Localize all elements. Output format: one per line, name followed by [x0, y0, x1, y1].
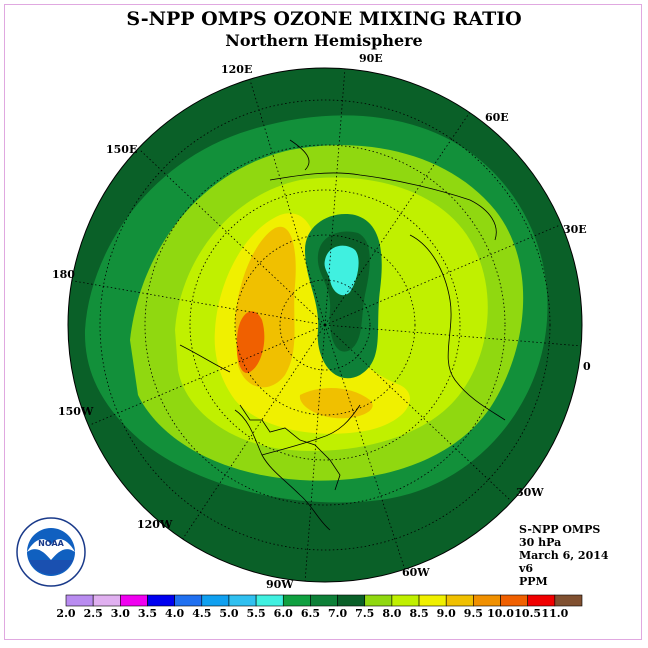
- colorbar-tick-label: 4.0: [165, 607, 185, 620]
- colorbar-tick-label: 8.0: [382, 607, 402, 620]
- colorbar-tick-label: 7.5: [355, 607, 375, 620]
- lon-label-90e: 90E: [359, 52, 383, 65]
- info-level: 30 hPa: [519, 536, 562, 549]
- lon-label-120e: 120E: [221, 63, 253, 76]
- figure-frame: [4, 4, 642, 640]
- colorbar-tick-label: 6.5: [300, 607, 320, 620]
- colorbar-tick-label: 11.0: [541, 607, 569, 620]
- colorbar-tick-label: 8.5: [409, 607, 429, 620]
- lon-label-30w: 30W: [516, 486, 544, 499]
- colorbar-tick-label: 3.0: [110, 607, 130, 620]
- noaa-logo-text: NOAA: [38, 539, 64, 548]
- colorbar-tick-label: 6.0: [273, 607, 293, 620]
- info-instrument: S-NPP OMPS: [519, 523, 601, 536]
- graticule: [68, 68, 582, 582]
- colorbar-tick-label: 2.5: [83, 607, 103, 620]
- info-units: PPM: [519, 575, 548, 588]
- colorbar-tick-label: 10.0: [487, 607, 514, 620]
- colorbar-tick-label: 9.5: [463, 607, 483, 620]
- map-boundary: [67, 67, 583, 583]
- lon-label-60w: 60W: [402, 566, 430, 579]
- map-subtitle: Northern Hemisphere: [225, 31, 423, 50]
- noaa-logo: NOAA: [16, 517, 86, 587]
- colorbar-tick-label: 3.5: [137, 607, 158, 620]
- lon-label-120w: 120W: [137, 518, 173, 531]
- coastlines: [179, 139, 506, 531]
- colorbar-tick-label: 7.0: [328, 607, 348, 620]
- lon-label-90w: 90W: [266, 578, 294, 591]
- info-date: March 6, 2014: [519, 549, 609, 562]
- ozone-field: [68, 68, 582, 582]
- lon-label-0: 0: [583, 360, 591, 373]
- map-title: S-NPP OMPS OZONE MIXING RATIO: [126, 8, 522, 30]
- lon-label-30e: 30E: [563, 223, 587, 236]
- colorbar-tick-label: 2.0: [56, 607, 76, 620]
- colorbar-tick-label: 10.5: [514, 607, 542, 620]
- colorbar-tick-label: 5.5: [246, 607, 266, 620]
- colorbar-tick-label: 4.5: [192, 607, 212, 620]
- info-block: S-NPP OMPS 30 hPa March 6, 2014 v6 PPM: [519, 523, 609, 588]
- lon-label-150e: 150E: [106, 143, 138, 156]
- lon-label-150w: 150W: [58, 405, 94, 418]
- colorbar-tick-label: 9.0: [436, 607, 456, 620]
- lon-label-60e: 60E: [485, 111, 509, 124]
- colorbar-tick-label: 5.0: [219, 607, 239, 620]
- info-version: v6: [519, 562, 534, 575]
- lon-label-180: 180: [52, 268, 75, 281]
